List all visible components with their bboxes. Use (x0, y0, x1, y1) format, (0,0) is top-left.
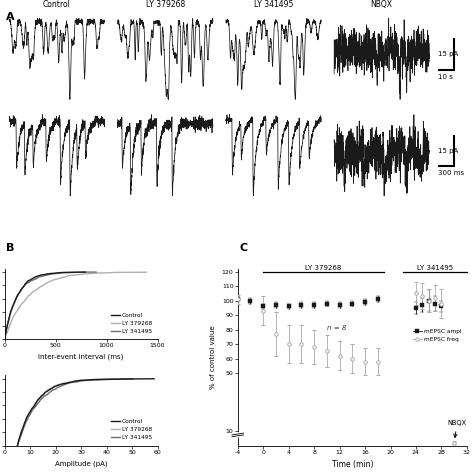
Text: LY 379268: LY 379268 (146, 0, 185, 9)
Text: NBQX: NBQX (448, 420, 467, 438)
X-axis label: Time (min): Time (min) (331, 460, 373, 469)
Legend: Control, LY 379268, LY 341495: Control, LY 379268, LY 341495 (109, 310, 155, 336)
Text: NBQX: NBQX (371, 0, 392, 9)
Text: 300 ms: 300 ms (438, 170, 464, 176)
Text: 15 pA: 15 pA (438, 51, 458, 57)
Text: C: C (239, 243, 247, 253)
Legend: mEPSC ampl, mEPSC freq: mEPSC ampl, mEPSC freq (410, 327, 464, 345)
X-axis label: Amplitude (pA): Amplitude (pA) (55, 460, 108, 467)
Text: n = 8: n = 8 (327, 325, 346, 331)
Text: B: B (6, 243, 14, 253)
Text: Control: Control (43, 0, 71, 9)
Y-axis label: % of control value: % of control value (210, 325, 216, 389)
Text: LY 379268: LY 379268 (305, 265, 342, 271)
Text: A: A (6, 12, 14, 22)
Text: 10 s: 10 s (438, 73, 453, 80)
Text: LY 341495: LY 341495 (417, 265, 453, 271)
Legend: Control, LY 379268, LY 341495: Control, LY 379268, LY 341495 (109, 417, 155, 443)
X-axis label: Inter-event interval (ms): Inter-event interval (ms) (38, 354, 124, 360)
Text: LY 341495: LY 341495 (254, 0, 293, 9)
Text: 15 pA: 15 pA (438, 148, 458, 154)
